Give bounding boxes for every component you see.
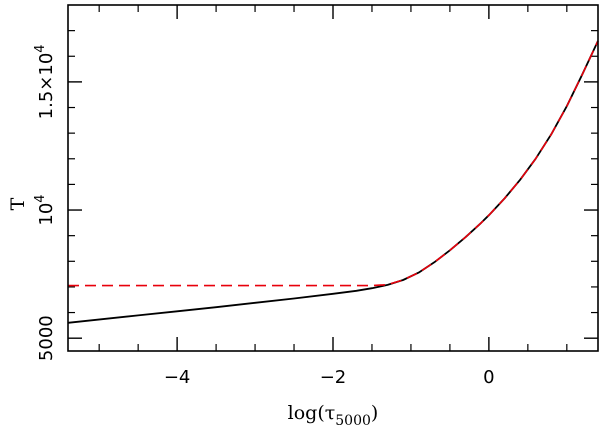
- y-tick-label: 104: [33, 194, 57, 225]
- series-lines: [67, 40, 599, 324]
- x-axis-label: log(τ5000): [288, 402, 379, 429]
- y-tick-label: 1.5×104: [33, 44, 57, 119]
- plot-frame: [67, 4, 599, 352]
- x-tick-label: 0: [483, 367, 494, 388]
- x-tick-labels: −4 −2 0: [164, 367, 495, 388]
- x-tick-label: −4: [164, 367, 191, 388]
- axis-ticks: [68, 5, 598, 351]
- y-tick-labels: 5000 104 1.5×104: [33, 44, 57, 361]
- series-line-solid: [67, 40, 599, 324]
- y-tick-label: 5000: [36, 315, 57, 361]
- x-tick-label: −2: [320, 367, 347, 388]
- series-line-dashed: [68, 40, 599, 287]
- y-axis-label: T: [7, 197, 29, 210]
